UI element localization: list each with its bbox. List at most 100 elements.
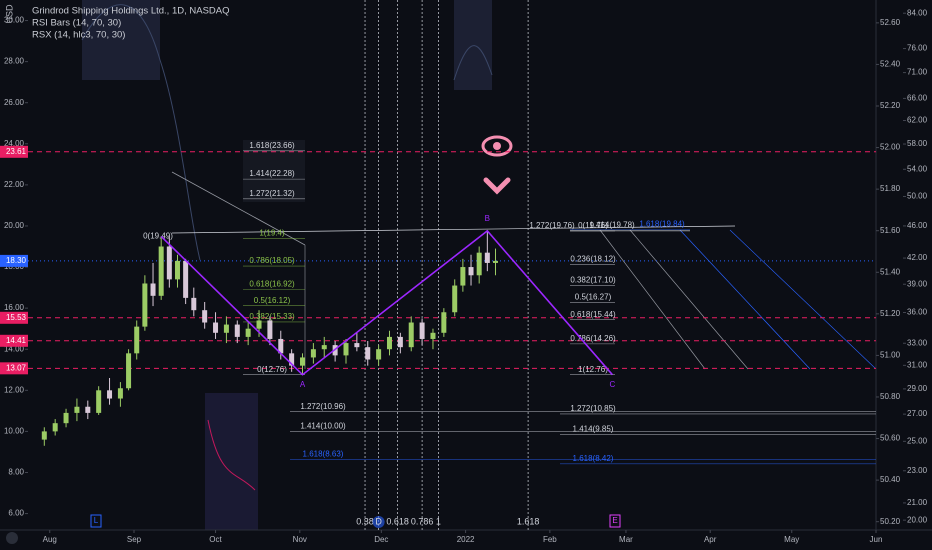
fib-origin-label: 0(19.49) [143, 232, 173, 241]
indicator-label: RSI Bars (14, 70, 30) [32, 18, 121, 29]
x-tick-label: 2022 [457, 535, 475, 544]
time-fib-label: 0.38 [356, 516, 374, 526]
candle-body [166, 246, 172, 280]
y3-tick-label: 27.00 [907, 409, 928, 418]
chart-title: Grindrod Shipping Holdings Ltd., 1D, NAS… [32, 6, 230, 17]
y3-tick-label: 23.00 [907, 466, 928, 475]
y-tick-label: 30.00 [4, 16, 25, 25]
fib-label: 1.272(21.32) [249, 189, 295, 198]
fib-label: 1.618(19.84) [639, 219, 685, 228]
candle-body [85, 406, 91, 413]
right-axis-bg [876, 0, 932, 550]
candle-body [468, 267, 474, 276]
y2-tick-label: 51.40 [880, 267, 901, 276]
y3-tick-label: 58.00 [907, 139, 928, 148]
y2-tick-label: 50.60 [880, 434, 901, 443]
fan-line [729, 229, 877, 370]
candle-body [245, 328, 251, 337]
candle-body [484, 252, 490, 263]
y2-tick-label: 52.60 [880, 18, 901, 27]
candle-body [234, 324, 240, 337]
fib-label: 1.414(19.78) [589, 221, 635, 230]
marker-box [90, 514, 102, 528]
pattern-label: A [300, 380, 306, 389]
fib-label: 1.618(23.66) [249, 141, 295, 150]
candle-body [158, 246, 164, 296]
y2-tick-label: 51.20 [880, 309, 901, 318]
fib-label: 1.272(10.96) [300, 402, 346, 411]
currency: USD [4, 4, 14, 24]
time-fib-badge [372, 516, 385, 528]
x-tick-label: Mar [619, 535, 633, 544]
candle-body [289, 353, 295, 366]
candle-body [441, 312, 447, 333]
candle-body [117, 388, 123, 399]
y-tick-label: 24.00 [4, 139, 25, 148]
candle-body [278, 338, 284, 354]
price-tag [0, 254, 28, 267]
y2-tick-label: 51.80 [880, 184, 901, 193]
marker-label: L [94, 516, 99, 525]
candle-body [256, 320, 262, 329]
pattern-line [160, 229, 613, 376]
candle-body [492, 260, 498, 263]
candle-body [365, 347, 371, 360]
fib-label: 0(19.76) [578, 221, 608, 230]
marker-box [609, 514, 621, 528]
candle-body [452, 285, 458, 313]
time-fib-label: D [375, 516, 382, 526]
y3-tick-label: 21.00 [907, 498, 928, 507]
price-tag-label: 15.53 [6, 313, 27, 322]
fib-label: 0.5(16.12) [254, 296, 291, 305]
y-tick-label: 10.00 [4, 427, 25, 436]
y-tick-label: 8.00 [8, 468, 24, 477]
candle-body [134, 326, 140, 354]
y3-tick-label: 71.00 [907, 68, 928, 77]
fan-line [171, 171, 306, 246]
y-tick-label: 6.00 [8, 509, 24, 518]
y3-tick-label: 33.00 [907, 338, 928, 347]
y3-tick-label: 36.00 [907, 308, 928, 317]
y2-tick-label: 52.00 [880, 143, 901, 152]
y3-tick-label: 84.00 [907, 8, 928, 17]
rsx-curve [453, 45, 493, 81]
time-fib-label: 0.786 [411, 516, 434, 526]
eye-icon[interactable] [481, 135, 513, 157]
candle-body [150, 283, 156, 296]
candle-body [376, 349, 382, 360]
chevron-icon [483, 177, 511, 195]
y2-tick-label: 50.20 [880, 517, 901, 526]
y-tick-label: 26.00 [4, 98, 25, 107]
fib-label: 0.382(15.33) [249, 312, 295, 321]
zoom-button[interactable] [6, 532, 18, 544]
y-tick-label: 20.00 [4, 221, 25, 230]
y3-tick-label: 20.00 [907, 515, 928, 524]
rsx-curve [81, 4, 201, 261]
time-fib-label: 1 [436, 516, 441, 526]
candle-body [419, 322, 425, 339]
rsi-zone [82, 0, 160, 80]
time-fib-label: 0.618 [386, 516, 409, 526]
candle-body [476, 252, 482, 276]
y2-tick-label: 51.00 [880, 351, 901, 360]
y2-tick-label: 51.60 [880, 226, 901, 235]
x-tick-label: Feb [543, 535, 557, 544]
fan-line [629, 229, 749, 370]
y2-tick-label: 50.80 [880, 392, 901, 401]
fib-label: 0.236(18.12) [570, 255, 616, 264]
fib-label: 0.5(16.27) [575, 293, 612, 302]
price-tag-label: 18.30 [6, 256, 27, 265]
y-tick-label: 22.00 [4, 180, 25, 189]
x-tick-label: Apr [704, 535, 717, 544]
candle-body [300, 357, 306, 366]
fib-label: 0(12.76) [257, 365, 287, 374]
fan-line [599, 229, 706, 370]
y3-tick-label: 62.00 [907, 116, 928, 125]
fib-label: 1.272(19.76) [529, 221, 575, 230]
candle-body [321, 345, 327, 350]
fib-label: 1(19.4) [259, 228, 285, 237]
y3-tick-label: 39.00 [907, 279, 928, 288]
y-tick-label: 16.00 [4, 303, 25, 312]
fib-label: 0.618(15.44) [570, 310, 616, 319]
